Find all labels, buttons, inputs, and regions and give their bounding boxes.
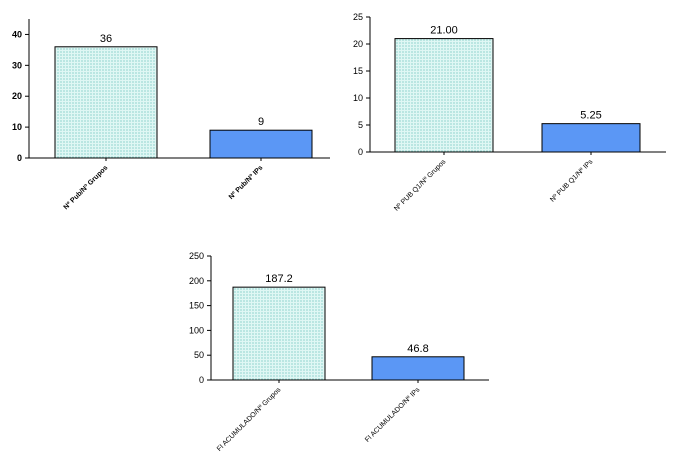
category-label: FI ACUMULADO/Nº IPs (364, 386, 422, 444)
bar (371, 356, 465, 381)
data-label: 46.8 (407, 343, 428, 355)
category-label: Nº Pub/Nº IPs (228, 164, 265, 201)
bar-chart-1: 0 10 20 30 40 36 Nº Pub/Nº Grupos 9 Nº Pub/Nº IP… (12, 19, 330, 211)
y-tick-label: 20 (12, 91, 22, 101)
bar (394, 38, 494, 153)
bar-chart-3: 0 50 100 150 200 250 187.2 FI ACUMULADO/Nº Grup… (189, 251, 489, 453)
y-tick-label: 20 (353, 39, 363, 49)
data-label: 9 (258, 116, 264, 128)
bar (232, 286, 326, 381)
y-tick-label: 0 (199, 375, 204, 385)
y-tick-label: 25 (353, 12, 363, 22)
y-tick-label: 30 (12, 60, 22, 70)
category-label: Nº PUB Q1/Nº Grupos (393, 158, 448, 213)
charts-container: 0 10 20 30 40 36 Nº Pub/Nº Grupos 9 Nº Pub/Nº IP… (12, 12, 666, 453)
y-tick-label: 10 (12, 122, 22, 132)
category-label: FI ACUMULADO/Nº Grupos (216, 386, 283, 453)
bar (209, 129, 313, 159)
y-tick-label: 40 (12, 29, 22, 39)
y-tick-label: 100 (189, 325, 204, 335)
bar (54, 46, 158, 159)
data-label: 187.2 (265, 273, 293, 285)
bar-chart-2: 0 5 10 15 20 25 21.00 Nº PUB Q1/Nº Grupos 5.25 Nº… (353, 12, 666, 213)
y-tick-label: 250 (189, 251, 204, 261)
y-tick-label: 200 (189, 276, 204, 286)
y-tick-label: 15 (353, 66, 363, 76)
data-label: 21.00 (430, 25, 458, 37)
y-tick-label: 50 (194, 350, 204, 360)
bar (541, 123, 641, 153)
y-tick-label: 0 (17, 153, 22, 163)
y-tick-label: 150 (189, 301, 204, 311)
y-tick-label: 5 (358, 120, 363, 130)
data-label: 36 (100, 33, 112, 45)
y-tick-label: 0 (358, 147, 363, 157)
y-tick-label: 10 (353, 93, 363, 103)
data-label: 5.25 (580, 110, 601, 122)
category-label: Nº PUB Q1/Nº IPs (549, 158, 595, 204)
category-label: Nº Pub/Nº Grupos (63, 164, 110, 211)
